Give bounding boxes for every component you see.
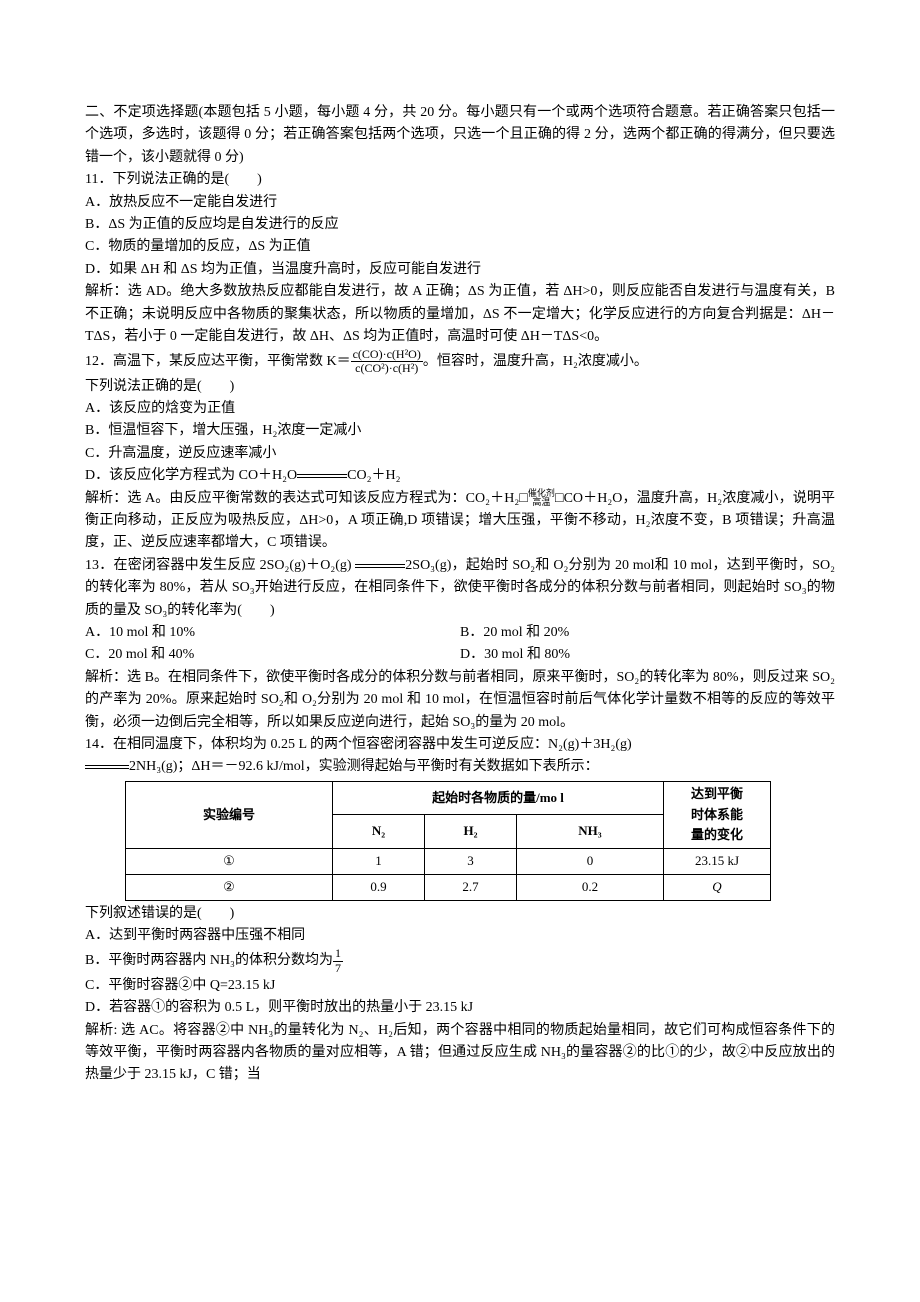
cond-bottom: 高温 bbox=[528, 498, 555, 507]
q14-stem-line1: 14．在相同温度下，体积均为 0.25 L 的两个恒容密闭容器中发生可逆反应：N… bbox=[85, 734, 835, 756]
q12-option-a: A．该反应的焓变为正值 bbox=[85, 398, 835, 420]
q11-option-d: D．如果 ΔH 和 ΔS 均为正值，当温度升高时，反应可能自发进行 bbox=[85, 259, 835, 281]
cell-id: ① bbox=[126, 849, 333, 875]
q14-stem-line2: 2NH₃(g)；ΔH＝－92.6 kJ/mol，实验测得起始与平衡时有关数据如下… bbox=[85, 756, 835, 778]
table-row: ② 0.9 2.7 0.2 Q bbox=[126, 874, 771, 900]
q13-option-a: A．10 mol 和 10% bbox=[85, 622, 460, 644]
q14-question-line: 下列叙述错误的是( ) bbox=[85, 903, 835, 925]
q12-stem-line1: 12．高温下，某反应达平衡，平衡常数 K＝c(CO)·c(H²O)c(CO²)·… bbox=[85, 348, 835, 375]
q12-exp-pre: 解析：选 A。由反应平衡常数的表达式可知该反应方程式为：CO₂＋H₂ bbox=[85, 491, 519, 506]
cell-n2: 0.9 bbox=[333, 874, 425, 900]
q14-explanation: 解析: 选 AC。将容器②中 NH₃的量转化为 N₂、H₂后知，两个容器中相同的… bbox=[85, 1020, 835, 1087]
reaction-conditions: 催化剂高温 bbox=[528, 489, 555, 507]
q12-stem-pre: 12．高温下，某反应达平衡，平衡常数 K＝ bbox=[85, 351, 351, 373]
cond-box-left: □ bbox=[519, 491, 528, 506]
q11-option-c: C．物质的量增加的反应，ΔS 为正值 bbox=[85, 236, 835, 258]
col-energy-l3: 量的变化 bbox=[691, 827, 743, 842]
q13-stem-pre: 13．在密闭容器中发生反应 2SO₂(g)＋O₂(g) bbox=[85, 558, 355, 573]
col-group-initial: 起始时各物质的量/mo l bbox=[333, 781, 664, 815]
q11-stem: 11．下列说法正确的是( ) bbox=[85, 169, 835, 191]
q11-option-a: A．放热反应不一定能自发进行 bbox=[85, 192, 835, 214]
q13-stem: 13．在密闭容器中发生反应 2SO₂(g)＋O₂(g) 2SO₃(g)，起始时 … bbox=[85, 555, 835, 622]
col-energy-l2: 时体系能 bbox=[691, 807, 743, 822]
col-n2: N₂ bbox=[333, 815, 425, 849]
cell-n2: 1 bbox=[333, 849, 425, 875]
q12-explanation: 解析：选 A。由反应平衡常数的表达式可知该反应方程式为：CO₂＋H₂□催化剂高温… bbox=[85, 488, 835, 555]
equilibrium-arrow-icon bbox=[297, 471, 347, 481]
q12-option-b: B．恒温恒容下，增大压强，H₂浓度一定减小 bbox=[85, 420, 835, 442]
q14-data-table: 实验编号 起始时各物质的量/mo l 达到平衡 时体系能 量的变化 N₂ H₂ … bbox=[125, 781, 771, 901]
q12-frac-numerator: c(CO)·c(H²O) bbox=[351, 348, 423, 362]
q14-b-den: 7 bbox=[333, 962, 343, 975]
q13-option-d: D．30 mol 和 80% bbox=[460, 644, 835, 666]
q14-stem-line2-text: 2NH₃(g)；ΔH＝－92.6 kJ/mol，实验测得起始与平衡时有关数据如下… bbox=[129, 759, 599, 774]
q14-b-num: 1 bbox=[333, 947, 343, 961]
q12-stem-post: 。恒容时，温度升高，H₂浓度减小。 bbox=[423, 354, 648, 369]
col-energy-l1: 达到平衡 bbox=[691, 786, 743, 801]
q14-option-c: C．平衡时容器②中 Q=23.15 kJ bbox=[85, 975, 835, 997]
cond-box-right: □ bbox=[555, 491, 564, 506]
q11-option-b: B．ΔS 为正值的反应均是自发进行的反应 bbox=[85, 214, 835, 236]
q12-d-post: CO₂＋H₂ bbox=[347, 468, 400, 483]
cell-h2: 3 bbox=[425, 849, 517, 875]
cell-id: ② bbox=[126, 874, 333, 900]
col-exp: 实验编号 bbox=[126, 781, 333, 848]
cell-energy: Q bbox=[664, 874, 771, 900]
q13-option-b: B．20 mol 和 20% bbox=[460, 622, 835, 644]
cell-energy: 23.15 kJ bbox=[664, 849, 771, 875]
equilibrium-arrow-icon bbox=[355, 561, 405, 571]
q11-explanation: 解析：选 AD。绝大多数放热反应都能自发进行，故 A 正确；ΔS 为正值，若 Δ… bbox=[85, 281, 835, 348]
q13-options-row1: A．10 mol 和 10% B．20 mol 和 20% bbox=[85, 622, 835, 644]
col-energy: 达到平衡 时体系能 量的变化 bbox=[664, 781, 771, 848]
cell-h2: 2.7 bbox=[425, 874, 517, 900]
q12-option-d: D．该反应化学方程式为 CO＋H₂O CO₂＋H₂ bbox=[85, 465, 835, 487]
table-row: ① 1 3 0 23.15 kJ bbox=[126, 849, 771, 875]
q13-explanation: 解析：选 B。在相同条件下，欲使平衡时各成分的体积分数与前者相同，原来平衡时，S… bbox=[85, 667, 835, 734]
q12-stem-line2: 下列说法正确的是( ) bbox=[85, 376, 835, 398]
q13-option-c: C．20 mol 和 40% bbox=[85, 644, 460, 666]
q14-option-a: A．达到平衡时两容器中压强不相同 bbox=[85, 925, 835, 947]
section-intro: 二、不定项选择题(本题包括 5 小题，每小题 4 分，共 20 分。每小题只有一… bbox=[85, 102, 835, 169]
cell-nh3: 0 bbox=[517, 849, 664, 875]
q12-d-pre: D．该反应化学方程式为 CO＋H₂O bbox=[85, 468, 297, 483]
q13-options-row2: C．20 mol 和 40% D．30 mol 和 80% bbox=[85, 644, 835, 666]
table-header-row1: 实验编号 起始时各物质的量/mo l 达到平衡 时体系能 量的变化 bbox=[126, 781, 771, 815]
q14-option-b: B．平衡时两容器内 NH₃的体积分数均为17 bbox=[85, 947, 835, 974]
equilibrium-arrow-icon bbox=[85, 762, 129, 772]
q14-b-pre: B．平衡时两容器内 NH₃的体积分数均为 bbox=[85, 953, 333, 968]
col-h2: H₂ bbox=[425, 815, 517, 849]
q14-option-d: D．若容器①的容积为 0.5 L，则平衡时放出的热量小于 23.15 kJ bbox=[85, 997, 835, 1019]
q12-equilibrium-fraction: c(CO)·c(H²O)c(CO²)·c(H²) bbox=[351, 348, 423, 375]
col-nh3: NH₃ bbox=[517, 815, 664, 849]
cell-nh3: 0.2 bbox=[517, 874, 664, 900]
q14-b-fraction: 17 bbox=[333, 947, 343, 974]
q12-option-c: C．升高温度，逆反应速率减小 bbox=[85, 443, 835, 465]
q12-frac-denominator: c(CO²)·c(H²) bbox=[351, 362, 423, 375]
cell-energy-q: Q bbox=[712, 879, 721, 894]
